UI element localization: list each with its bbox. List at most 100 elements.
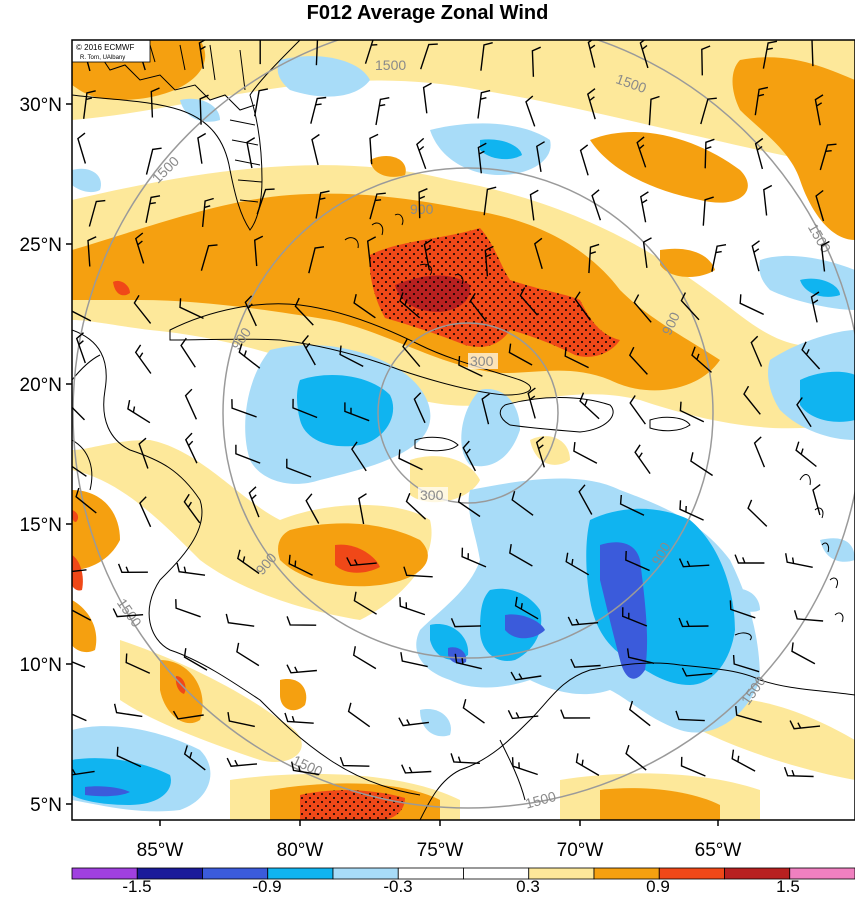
wind-barb-185 (227, 711, 255, 728)
wind-barb-83 (810, 291, 820, 323)
wind-barb-49 (483, 186, 497, 216)
wind-barb-204 (511, 757, 538, 776)
lat-label-5n: 5°N (30, 795, 62, 816)
wind-barb-110 (743, 385, 761, 415)
colorbar-label-neg0.3: -0.3 (383, 877, 412, 896)
lon-label-70w: 70°W (557, 840, 604, 861)
wind-barb-71 (133, 294, 152, 324)
wind-barb-5 (364, 40, 378, 64)
wind-barb-137 (679, 500, 704, 521)
wind-barb-70 (72, 310, 92, 322)
wind-barb-194 (735, 706, 762, 723)
wind-barb-134 (511, 491, 534, 516)
wind-barb-189 (462, 699, 485, 724)
wind-barb-58 (200, 244, 218, 271)
wind-barb-12 (762, 40, 778, 69)
wind-barb-95 (691, 346, 712, 373)
lat-label-15n: 15°N (20, 515, 62, 536)
colorbar-label-neg1.5: -1.5 (122, 877, 151, 896)
wind-barb-72 (179, 298, 204, 320)
wind-barb-4 (315, 40, 319, 66)
lon-label-75w: 75°W (417, 840, 464, 861)
range-rings (72, 40, 855, 809)
wind-barb-144 (288, 554, 313, 576)
wind-barb-96 (750, 335, 763, 367)
wind-barb-118 (398, 449, 423, 471)
wind-barb-41 (819, 143, 837, 171)
wind-barb-184 (172, 710, 204, 720)
colorbar-swatch-11 (789, 867, 855, 880)
wind-barb-201 (339, 756, 370, 767)
wind-barb-173 (352, 646, 377, 670)
wind-barb-9 (587, 40, 596, 68)
ring-label-1500-top: 1500 (375, 57, 406, 73)
wind-barb-188 (398, 717, 429, 727)
wind-barb-127 (139, 496, 152, 528)
wind-barb-105 (481, 393, 490, 425)
wind-barb-79 (574, 291, 591, 321)
wind-barb-149 (565, 552, 590, 576)
wind-barb-131 (358, 493, 367, 525)
wind-barb-91 (458, 356, 483, 377)
wind-barb-120 (535, 436, 545, 468)
wind-barb-53 (702, 196, 714, 226)
wind-barb-60 (308, 246, 325, 274)
map-title: F012 Average Zonal Wind (306, 2, 549, 24)
wind-barb-135 (578, 484, 593, 515)
wind-barb-198 (183, 745, 206, 771)
wind-barb-59 (253, 235, 264, 267)
wind-barb-77 (469, 292, 487, 323)
wind-barb-199 (226, 757, 258, 767)
wind-barb-50 (529, 189, 539, 221)
wind-barb-99 (127, 399, 151, 424)
wind-barb-146 (403, 566, 433, 578)
wind-barb-138 (747, 499, 768, 527)
wind-barb-19 (375, 97, 390, 126)
wind-barb-108 (629, 395, 646, 425)
wind-barb-145 (346, 557, 377, 567)
wind-barb-39 (704, 138, 715, 169)
wind-barb-171 (236, 642, 260, 667)
map-plot-area: 300 300 900 900 900 900 900 1500 1500 15… (72, 40, 855, 820)
wind-barb-197 (116, 746, 142, 768)
wind-barb-47 (369, 192, 386, 220)
plot-frame (71, 39, 855, 821)
wind-barb-90 (402, 338, 421, 368)
wind-barb-82 (739, 294, 764, 316)
colorbar-label-neg0.9: -0.9 (252, 877, 281, 896)
wind-barb-150 (625, 550, 650, 572)
wind-barb-207 (680, 756, 706, 777)
wind-barb-205 (575, 753, 600, 777)
wind-barb-66 (642, 237, 652, 268)
lon-label-85w: 85°W (137, 840, 184, 861)
credit-box: © 2016 ECMWF R. Torn, UAlbany (72, 40, 151, 63)
wind-barb-151 (678, 558, 710, 568)
wind-barb-115 (235, 444, 261, 464)
wind-barb-93 (564, 347, 589, 369)
wind-barb-172 (286, 664, 317, 674)
wind-barb-124 (753, 436, 766, 468)
wind-barb-20 (422, 82, 432, 114)
wind-barb-186 (284, 712, 314, 724)
wind-barb-89 (339, 345, 364, 368)
wind-barb-178 (626, 648, 655, 664)
ring-label-300-south: 300 (420, 487, 444, 503)
wind-barb-155 (112, 608, 144, 618)
wind-barb-48 (418, 188, 428, 219)
wind-barb-32 (311, 133, 320, 166)
wind-barb-192 (628, 700, 651, 727)
lat-label-30n: 30°N (20, 95, 62, 116)
wind-barb-52 (640, 191, 649, 223)
wind-barb-126 (75, 487, 97, 514)
wind-barb-81 (680, 292, 700, 321)
wind-barb-36 (536, 141, 545, 173)
wind-barb-147 (461, 547, 487, 568)
wind-barb-30 (197, 132, 207, 164)
lon-label-80w: 80°W (277, 840, 324, 861)
wind-barb-139 (812, 484, 821, 516)
wind-barb-33 (369, 133, 379, 165)
wind-barb-183 (113, 703, 143, 718)
wind-barb-140 (72, 569, 87, 573)
wind-barb-136 (619, 494, 645, 516)
wind-barb-103 (344, 402, 370, 422)
